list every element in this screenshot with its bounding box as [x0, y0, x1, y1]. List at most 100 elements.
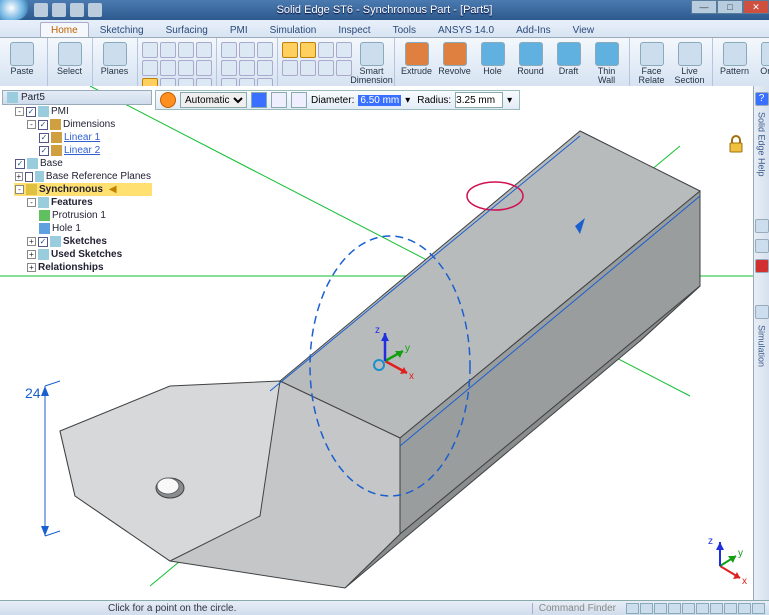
rect-icon[interactable] — [142, 60, 158, 76]
parallel-icon[interactable] — [239, 60, 255, 76]
status-icon-8[interactable] — [724, 603, 737, 614]
tree-baseref[interactable]: Base Reference Planes — [46, 170, 151, 183]
tree-base[interactable]: Base — [40, 157, 63, 170]
livesection-icon — [678, 42, 702, 66]
extrude-button[interactable]: Extrude — [399, 40, 435, 78]
round-button[interactable]: Round — [513, 40, 549, 78]
status-icon-9[interactable] — [738, 603, 751, 614]
paste-button[interactable]: Paste — [4, 40, 40, 78]
qat-undo-icon[interactable] — [52, 3, 66, 17]
linestyle-select[interactable]: Automatic — [180, 92, 247, 108]
tab-pmi[interactable]: PMI — [219, 22, 259, 37]
locate-icon[interactable] — [160, 92, 176, 108]
diameter-label: Diameter: — [311, 95, 354, 106]
status-icon-4[interactable] — [668, 603, 681, 614]
status-icon-2[interactable] — [640, 603, 653, 614]
fillet-icon[interactable] — [178, 60, 194, 76]
youtube-icon[interactable] — [755, 259, 769, 273]
hole-button[interactable]: Hole — [475, 40, 511, 78]
connect-icon[interactable] — [221, 42, 237, 58]
demote-icon[interactable] — [755, 239, 769, 253]
vert-icon[interactable] — [257, 42, 273, 58]
tree-linear2[interactable]: Linear 2 — [64, 144, 100, 157]
horiz-icon[interactable] — [239, 42, 255, 58]
status-icon-7[interactable] — [710, 603, 723, 614]
pattern-button[interactable]: Pattern — [717, 40, 753, 78]
app-button[interactable] — [0, 0, 28, 20]
dim7-icon[interactable] — [318, 60, 334, 76]
poly-icon[interactable] — [160, 60, 176, 76]
paste-icon — [10, 42, 34, 66]
tree-linear1[interactable]: Linear 1 — [64, 131, 100, 144]
tab-simulation[interactable]: Simulation — [259, 22, 328, 37]
color-icon[interactable] — [251, 92, 267, 108]
curve-icon[interactable] — [178, 42, 194, 58]
tree-pmi[interactable]: PMI — [51, 105, 69, 118]
tab-tools[interactable]: Tools — [382, 22, 427, 37]
lineweight-icon[interactable] — [271, 92, 287, 108]
arc-icon[interactable] — [160, 42, 176, 58]
tree-root[interactable]: Part5 — [2, 90, 152, 105]
linetype-icon[interactable] — [291, 92, 307, 108]
dim8-icon[interactable] — [336, 60, 352, 76]
qat-print-icon[interactable] — [88, 3, 102, 17]
close-button[interactable]: ✕ — [743, 0, 769, 14]
pathfinder-tree[interactable]: Part5 -✓PMI -✓Dimensions ✓Linear 1 ✓Line… — [2, 90, 152, 274]
tree-used-sketches[interactable]: Used Sketches — [51, 248, 122, 261]
help-dock-icon[interactable]: ? — [755, 92, 769, 106]
tree-sync[interactable]: Synchronous — [39, 183, 103, 196]
smart-dimension-button[interactable]: Smart Dimension — [354, 40, 390, 87]
tangent-icon[interactable] — [221, 60, 237, 76]
status-icon-6[interactable] — [696, 603, 709, 614]
tab-surfacing[interactable]: Surfacing — [155, 22, 219, 37]
dim3-icon[interactable] — [318, 42, 334, 58]
status-icon-5[interactable] — [682, 603, 695, 614]
thinwall-button[interactable]: Thin Wall — [589, 40, 625, 87]
help-dock-label[interactable]: Solid Edge Help — [757, 112, 767, 177]
radius-input[interactable] — [455, 92, 503, 108]
minimize-button[interactable]: — — [691, 0, 717, 14]
tab-addins[interactable]: Add-Ins — [505, 22, 561, 37]
maximize-button[interactable]: □ — [717, 0, 743, 14]
quick-access-toolbar — [34, 3, 102, 17]
dim6-icon[interactable] — [300, 60, 316, 76]
status-icon-3[interactable] — [654, 603, 667, 614]
livesection-button[interactable]: Live Section — [672, 40, 708, 87]
revolve-button[interactable]: Revolve — [437, 40, 473, 78]
dim1-icon[interactable] — [282, 42, 298, 58]
tab-sketching[interactable]: Sketching — [89, 22, 155, 37]
tree-features[interactable]: Features — [51, 196, 93, 209]
diameter-input[interactable]: 6.50 mm — [358, 95, 401, 106]
command-finder[interactable]: Command Finder — [532, 603, 622, 614]
tree-protrusion[interactable]: Protrusion 1 — [52, 209, 106, 222]
orient-button[interactable]: Orient — [755, 40, 769, 78]
tab-ansys[interactable]: ANSYS 14.0 — [427, 22, 505, 37]
tree-relationships[interactable]: Relationships — [38, 261, 104, 274]
qat-redo-icon[interactable] — [70, 3, 84, 17]
status-icon-10[interactable] — [752, 603, 765, 614]
point-icon[interactable] — [196, 42, 212, 58]
sim-dock-icon[interactable] — [755, 305, 769, 319]
tree-dimensions[interactable]: Dimensions — [63, 118, 115, 131]
select-button[interactable]: Select — [52, 40, 88, 78]
tab-home[interactable]: Home — [40, 22, 89, 37]
tab-view[interactable]: View — [562, 22, 606, 37]
tree-hole[interactable]: Hole 1 — [52, 222, 81, 235]
tab-inspect[interactable]: Inspect — [327, 22, 381, 37]
dim4-icon[interactable] — [336, 42, 352, 58]
status-icon-1[interactable] — [626, 603, 639, 614]
draft-icon — [557, 42, 581, 66]
dim5-icon[interactable] — [282, 60, 298, 76]
tree-sketches[interactable]: Sketches — [63, 235, 107, 248]
sim-dock-label[interactable]: Simulation — [757, 325, 767, 367]
facerelate-button[interactable]: Face Relate — [634, 40, 670, 87]
qat-save-icon[interactable] — [34, 3, 48, 17]
draft-button[interactable]: Draft — [551, 40, 587, 78]
chamfer-icon[interactable] — [196, 60, 212, 76]
promote-icon[interactable] — [755, 219, 769, 233]
lock-icon[interactable] — [727, 134, 745, 154]
planes-button[interactable]: Planes — [97, 40, 133, 78]
line-icon[interactable] — [142, 42, 158, 58]
perp-icon[interactable] — [257, 60, 273, 76]
dim2-icon[interactable] — [300, 42, 316, 58]
